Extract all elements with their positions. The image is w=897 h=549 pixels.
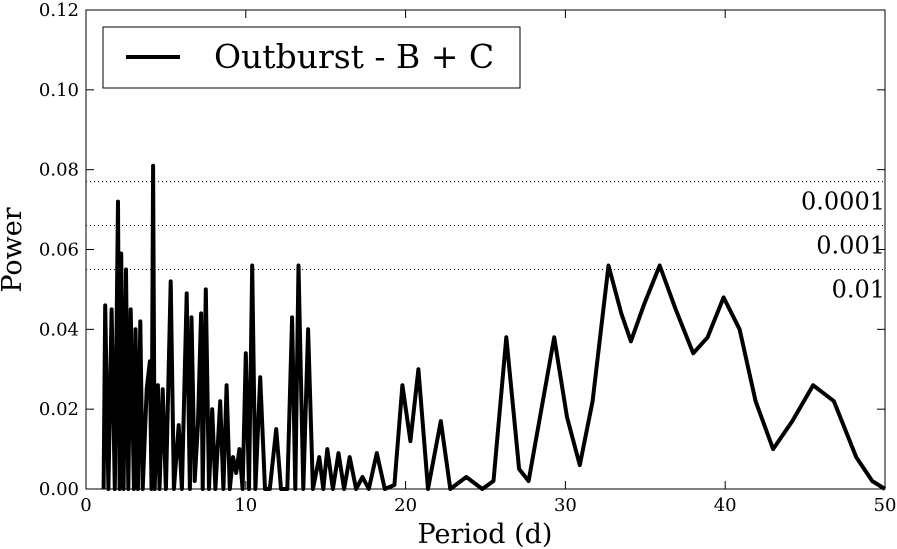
x-axis-label: Period (d) [418, 519, 553, 549]
x-tick-label: 50 [874, 495, 897, 516]
y-tick-label: 0.12 [39, 0, 79, 21]
significance-label: 0.0001 [801, 188, 885, 216]
x-tick-label: 0 [80, 495, 91, 516]
data-line [101, 163, 887, 491]
y-tick-label: 0.02 [39, 399, 79, 420]
legend-box [102, 26, 521, 89]
y-tick-label: 0.00 [39, 479, 79, 500]
x-tick-label: 20 [394, 495, 417, 516]
legend-label: Outburst - B + C [214, 37, 494, 76]
y-tick-label: 0.04 [39, 319, 79, 340]
x-tick-label: 10 [234, 495, 257, 516]
y-tick-label: 0.10 [39, 80, 79, 101]
x-tick-label: 40 [714, 495, 737, 516]
y-axis-label: Power [0, 207, 28, 292]
significance-label: 0.001 [816, 232, 885, 260]
significance-label: 0.01 [832, 275, 885, 303]
x-tick-label: 30 [554, 495, 577, 516]
y-tick-label: 0.08 [39, 160, 79, 181]
y-tick-label: 0.06 [39, 240, 79, 261]
